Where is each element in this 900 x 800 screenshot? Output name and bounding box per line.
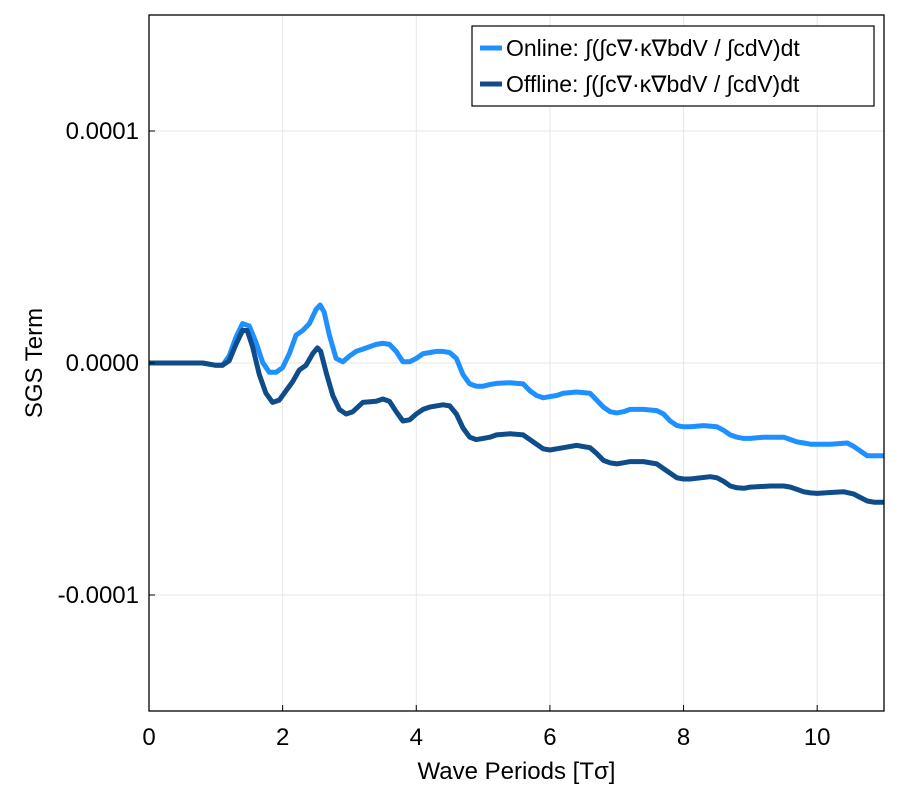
legend: Online: ∫(∫c∇·κ∇bdV / ∫cdV)dt Offline: ∫… [471, 25, 875, 107]
x-tick-label: 6 [543, 724, 556, 751]
y-axis-ticks: -0.0001 0.0000 0.0001 [58, 118, 155, 609]
series-line-online [149, 302, 884, 459]
x-tick-label: 2 [276, 724, 289, 751]
legend-entry-offline: Offline: ∫(∫c∇·κ∇bdV / ∫cdV)dt [506, 71, 800, 97]
y-tick-label: 0.0000 [66, 350, 139, 377]
x-axis-label: Wave Periods [Tσ] [418, 758, 616, 785]
series-layer [149, 302, 884, 505]
series-line-offline [149, 328, 884, 505]
x-axis-ticks: 0 2 4 6 8 10 [142, 705, 831, 751]
grid-lines [148, 15, 884, 711]
y-axis-label: SGS Term [21, 308, 48, 418]
x-tick-label: 10 [804, 724, 831, 751]
x-tick-label: 8 [677, 724, 690, 751]
legend-entry-online: Online: ∫(∫c∇·κ∇bdV / ∫cdV)dt [506, 35, 800, 61]
y-tick-label: -0.0001 [58, 582, 139, 609]
legend-box [471, 25, 875, 107]
y-tick-label: 0.0001 [66, 118, 139, 145]
x-tick-label: 4 [410, 724, 423, 751]
x-tick-label: 0 [142, 724, 155, 751]
